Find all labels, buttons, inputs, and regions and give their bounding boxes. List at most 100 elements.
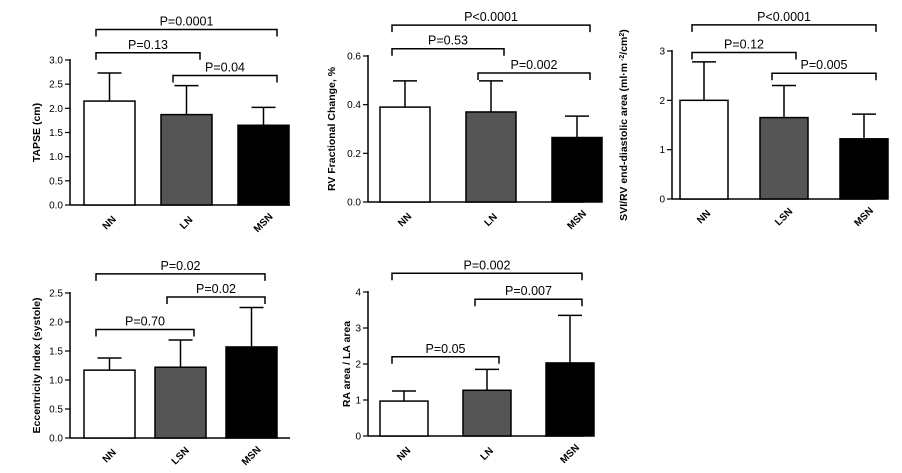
y-axis-title-text: ) (618, 29, 630, 33)
y-axis-title: RA area / LA area (341, 321, 353, 407)
y-tick-label: 3.0 (49, 56, 63, 67)
y-axis-title-text: TAPSE (cm) (31, 103, 43, 162)
x-category-label: NN (101, 214, 119, 232)
x-category-label: NN (695, 208, 713, 226)
y-tick-label: 0.5 (49, 405, 63, 416)
p-value-label: P=0.0001 (160, 15, 214, 29)
y-tick-label: 0.0 (49, 201, 63, 212)
y-axis-title: SVI/RV end-diastolic area (ml·m -2/cm2) (618, 29, 630, 221)
bar-msn (545, 362, 595, 437)
significance-bracket (95, 328, 195, 337)
y-tick-label: 2.0 (49, 104, 63, 115)
x-category-label: LN (483, 212, 500, 229)
p-value-label: P=0.007 (505, 284, 552, 298)
p-value-label: P=0.70 (125, 315, 165, 329)
y-tick-label: 2.5 (49, 80, 63, 91)
x-category-label: LN (178, 215, 195, 232)
bar-nn (379, 106, 431, 203)
bar-msn (839, 138, 889, 200)
y-tick-label: 2 (355, 360, 361, 371)
bar-nn (679, 99, 729, 200)
y-tick-label: 0.5 (49, 176, 63, 187)
significance-bracket (391, 272, 583, 281)
chart-panel-svi-rv: 0 1 2 3 SVI/RV end-diastolic area (ml·m -2/c… (618, 10, 889, 229)
p-value-label: P<0.0001 (757, 10, 811, 24)
significance-bracket (474, 298, 583, 307)
x-category-label: MSN (852, 205, 876, 229)
y-tick-label: 0.6 (347, 52, 361, 63)
chart-panel-eccentricity: 0.0 0.5 1.0 1.5 2.0 2.5 Eccentricity Index (sy… (31, 259, 290, 468)
y-axis-title: TAPSE (cm) (31, 103, 43, 162)
bar-nn (83, 369, 136, 439)
y-axis-title-text: SVI/RV end-diastolic area (ml·m (618, 63, 630, 221)
significance-bracket (391, 24, 591, 33)
bar-msn (237, 124, 290, 206)
y-tick-label: 3 (659, 47, 665, 58)
x-category-label: LSN (773, 206, 795, 228)
y-axis-title-text: Eccentricity Index (systole) (31, 298, 43, 434)
x-category-label: NN (101, 447, 119, 465)
significance-bracket (166, 296, 266, 305)
y-tick-label: 1.5 (49, 347, 63, 358)
chart-panel-rv-fc: 0.0 0.2 0.4 0.6 RV Fractional Change, % NN LN M… (326, 10, 603, 232)
significance-bracket (691, 24, 877, 32)
y-axis-title-text: /cm (618, 37, 630, 55)
y-tick-label: 3 (355, 324, 361, 335)
y-axis-title-superscript: -2 (619, 55, 626, 63)
chart-panel-tapse: 0.0 0.5 1.0 1.5 2.0 2.5 3.0 TAPSE (cm) NN LN MSN P=… (31, 15, 290, 235)
p-value-label: P=0.12 (724, 37, 764, 51)
significance-bracket (95, 273, 266, 281)
y-axis-title-text: RV Fractional Change, % (326, 66, 338, 191)
p-value-label: P=0.04 (205, 60, 245, 74)
y-tick-label: 2 (659, 96, 665, 107)
y-tick-label: 0 (355, 432, 361, 443)
y-tick-label: 1.0 (49, 376, 63, 387)
bar-ln (465, 111, 517, 203)
y-tick-label: 0.2 (347, 149, 361, 160)
y-tick-label: 0 (659, 195, 665, 206)
significance-bracket (95, 52, 201, 60)
x-category-label: NN (395, 445, 413, 463)
p-value-label: P=0.002 (464, 258, 511, 272)
x-category-label: MSN (565, 208, 589, 232)
significance-bracket (95, 28, 278, 37)
bar-ln (462, 389, 512, 437)
p-value-label: P=0.02 (161, 259, 201, 273)
significance-bracket (391, 356, 500, 364)
y-axis-title-superscript: 2 (619, 33, 626, 37)
x-category-label: MSN (252, 211, 276, 235)
significance-bracket (691, 51, 797, 60)
bar-lsn (759, 116, 809, 200)
chart-panel-ra-la: 0 1 2 3 4 RA area / LA area NN LN MSN P=0.002 P=0.… (341, 258, 595, 466)
p-value-label: P=0.05 (426, 342, 466, 356)
p-value-label: P=0.02 (196, 282, 236, 296)
bar-nn (83, 100, 136, 206)
bar-msn (225, 346, 278, 439)
x-category-label: MSN (558, 442, 582, 466)
y-tick-label: 0.4 (347, 100, 361, 111)
bar-msn (551, 136, 603, 203)
y-tick-label: 0.0 (49, 434, 63, 445)
y-axis-title: Eccentricity Index (systole) (31, 298, 43, 434)
significance-bracket (391, 47, 505, 56)
y-tick-label: 0.0 (347, 198, 361, 209)
y-tick-label: 2.5 (49, 289, 63, 300)
x-category-label: NN (396, 211, 414, 229)
y-axis-title-text: RA area / LA area (341, 321, 353, 407)
y-axis-title: RV Fractional Change, % (326, 66, 338, 191)
bar-nn (379, 400, 429, 437)
p-value-label: P=0.13 (128, 38, 168, 52)
p-value-label: P<0.0001 (464, 10, 518, 24)
y-tick-label: 1.0 (49, 152, 63, 163)
bar-lsn (154, 366, 207, 439)
significance-bracket (477, 72, 591, 81)
p-value-label: P=0.002 (511, 58, 558, 72)
y-tick-label: 4 (355, 288, 361, 299)
y-tick-label: 2.0 (49, 318, 63, 329)
y-tick-label: 1 (355, 396, 361, 407)
bar-ln (160, 113, 213, 206)
x-category-label: MSN (240, 444, 264, 468)
significance-bracket (771, 72, 877, 81)
p-value-label: P=0.005 (801, 58, 848, 72)
